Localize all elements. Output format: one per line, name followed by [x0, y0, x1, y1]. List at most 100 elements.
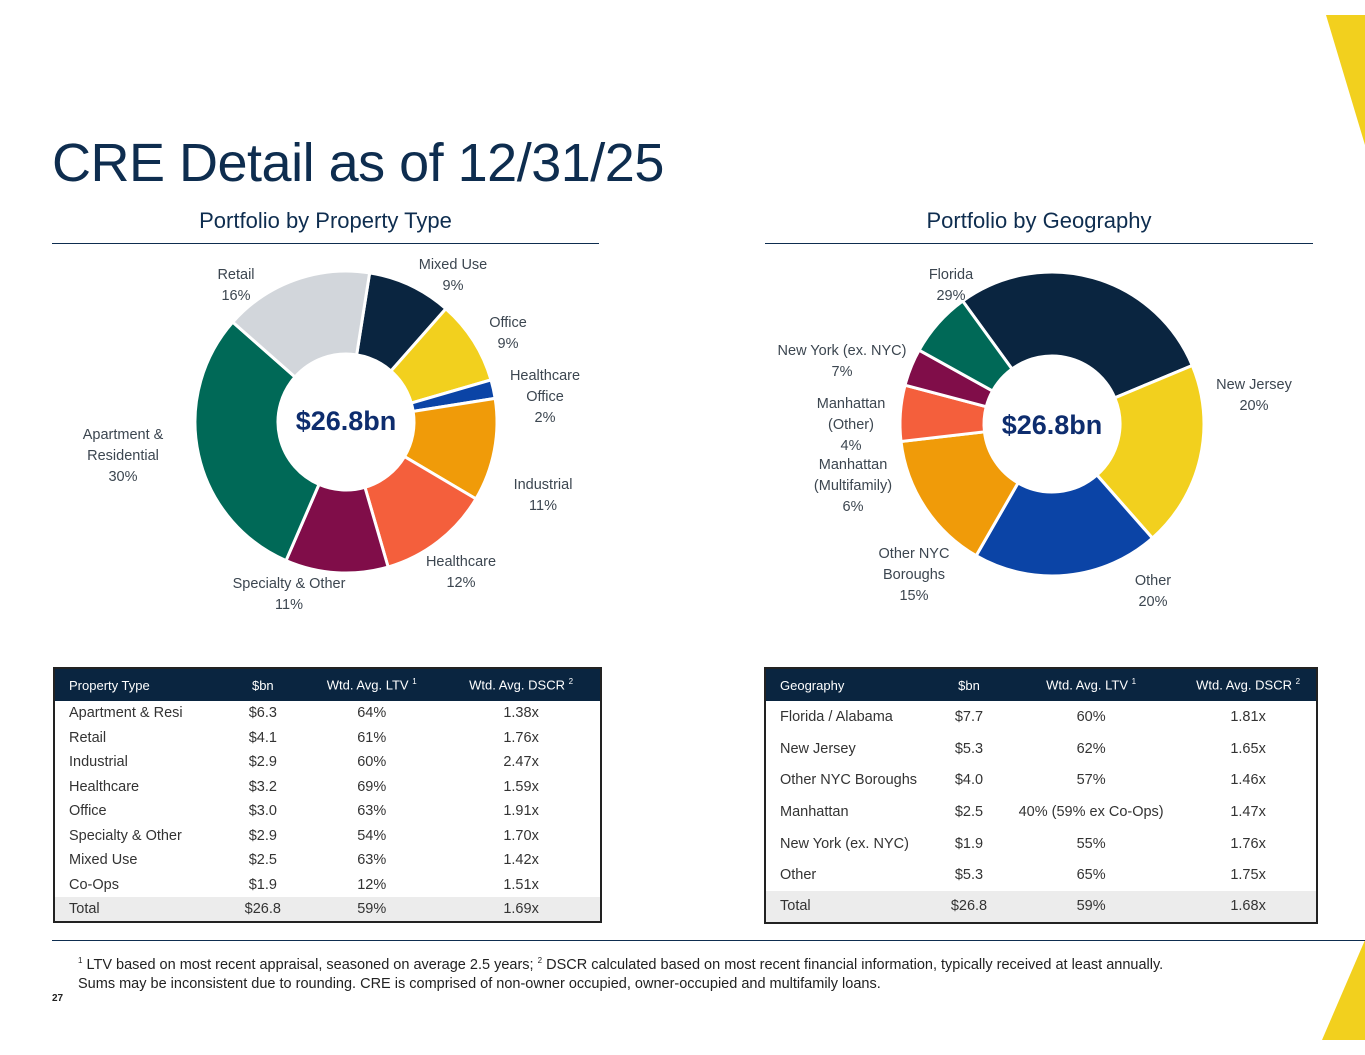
property_table-cell: 54%: [357, 827, 387, 844]
geo_table-cell: 65%: [1076, 867, 1106, 884]
geo_table-cell: $5.3: [954, 740, 984, 757]
geo_table-cell: 55%: [1076, 835, 1106, 852]
property-label-mixed-use: Mixed Use 9%: [419, 257, 488, 294]
geo_table-cell: $7.7: [954, 708, 984, 725]
table-row: Manhattan $2.5 40% (59% ex Co-Ops) 1.47x: [765, 796, 1317, 828]
property_table-cell: 64%: [357, 705, 387, 722]
table-row: Co-Ops $1.9 12% 1.51x: [54, 873, 601, 898]
property-label-retail: Retail 16%: [217, 267, 254, 304]
geo_table-cell: $5.3: [954, 867, 984, 884]
geo_table-cell: 59%: [1002, 891, 1181, 923]
geo_table-cell: 1.68x: [1180, 891, 1317, 923]
property_table-cell: 69%: [357, 778, 387, 795]
property_table-cell: 1.91x: [503, 803, 539, 820]
property_table-cell: Mixed Use: [69, 852, 138, 869]
geo_table-cell: Other NYC Boroughs: [780, 772, 918, 789]
col-header-ltv: Wtd. Avg. LTV 1: [1002, 668, 1181, 701]
property_table-cell: 61%: [357, 729, 387, 746]
col-header-dscr: Wtd. Avg. DSCR 2: [442, 668, 601, 701]
property_table-cell: Retail: [69, 729, 107, 746]
table-total-row: Total $26.8 59% 1.69x: [54, 897, 601, 922]
geo_table-cell: $1.9: [954, 835, 984, 852]
col-header-property-type: Property Type: [54, 668, 225, 701]
property-chart-rule: [52, 243, 599, 244]
property_table-cell: $26.8: [224, 897, 302, 922]
property_table-cell: 59%: [301, 897, 443, 922]
table-row: Industrial $2.9 60% 2.47x: [54, 750, 601, 775]
property_table-cell: 2.47x: [503, 754, 539, 771]
property_table-cell: 63%: [357, 852, 387, 869]
geo_table-cell: 1.47x: [1230, 803, 1266, 820]
property_table-cell: 1.76x: [503, 729, 539, 746]
table-header-row: Property Type $bn Wtd. Avg. LTV 1 Wtd. A…: [54, 668, 601, 701]
geo-label-other: Other 20%: [1135, 573, 1171, 610]
geo-chart-rule: [765, 243, 1313, 244]
table-row: New York (ex. NYC) $1.9 55% 1.76x: [765, 828, 1317, 860]
geo_table-cell: 1.65x: [1230, 740, 1266, 757]
geo_table-cell: $4.0: [954, 772, 984, 789]
property-label-healthcare: Healthcare 12%: [426, 554, 496, 591]
accent-shape-top: [1326, 15, 1365, 145]
geo-slice-other: [974, 472, 1155, 578]
property_table-cell: 1.59x: [503, 778, 539, 795]
property_table-cell: $3.0: [248, 803, 277, 820]
table-row: Healthcare $3.2 69% 1.59x: [54, 775, 601, 800]
table-row: Office $3.0 63% 1.91x: [54, 799, 601, 824]
property-chart-title: Portfolio by Property Type: [199, 208, 452, 233]
col-header-dscr: Wtd. Avg. DSCR 2: [1180, 668, 1317, 701]
table-row: Specialty & Other $2.9 54% 1.70x: [54, 824, 601, 849]
property-type-table: Property Type $bn Wtd. Avg. LTV 1 Wtd. A…: [53, 667, 602, 923]
geo_table-cell: Total: [765, 891, 936, 923]
property_table-cell: 1.51x: [503, 876, 539, 893]
geo_table-cell: 40% (59% ex Co-Ops): [1018, 803, 1164, 820]
footnote-line-1: 1 LTV based on most recent appraisal, se…: [78, 956, 1164, 973]
geo_table-cell: $2.5: [954, 803, 984, 820]
property_table-cell: 1.70x: [503, 827, 539, 844]
col-header-geography: Geography: [765, 668, 936, 701]
geo-slice-new-york-ex-nyc: [917, 298, 1015, 394]
property_table-cell: $1.9: [248, 876, 277, 893]
geo_table-cell: 60%: [1076, 708, 1106, 725]
table-row: Retail $4.1 61% 1.76x: [54, 726, 601, 751]
col-header-bn: $bn: [935, 668, 1003, 701]
footnote-line-2: Sums may be inconsistent due to rounding…: [78, 975, 881, 992]
geo-label-other-nyc-boroughs: Other NYC Boroughs 15%: [879, 546, 950, 604]
property_table-cell: $3.2: [248, 778, 277, 795]
property_table-cell: $4.1: [248, 729, 277, 746]
property-label-apartment-residential: Apartment & Residential 30%: [83, 427, 164, 485]
property_table-cell: 60%: [357, 754, 387, 771]
property-slice-apartment-residential: [193, 320, 321, 563]
geo_table-cell: New Jersey: [780, 740, 856, 757]
geo-center-label: $26.8bn: [1002, 410, 1103, 440]
geo_table-cell: 62%: [1076, 740, 1106, 757]
property-label-office: Office 9%: [489, 315, 527, 352]
property_table-cell: $2.5: [248, 852, 277, 869]
page-title: CRE Detail as of 12/31/25: [52, 133, 664, 193]
geo_table-cell: 57%: [1076, 772, 1106, 789]
geo_table-cell: Florida / Alabama: [780, 708, 893, 725]
table-row: Apartment & Resi $6.3 64% 1.38x: [54, 701, 601, 726]
property_table-cell: Specialty & Other: [69, 827, 182, 844]
geo-label-new-jersey: New Jersey 20%: [1216, 377, 1292, 414]
geo-label-new-york-ex-nyc: New York (ex. NYC) 7%: [778, 343, 907, 380]
table-total-row: Total $26.8 59% 1.68x: [765, 891, 1317, 923]
geo-slice-new-jersey: [1094, 363, 1206, 541]
property-label-healthcare-office: Healthcare Office 2%: [510, 368, 580, 426]
property_table-cell: Healthcare: [69, 778, 140, 795]
geo-label-manhattan-multifamily: Manhattan (Multifamily) 6%: [814, 457, 892, 515]
property-label-industrial: Industrial 11%: [514, 477, 573, 514]
table-row: Florida / Alabama $7.7 60% 1.81x: [765, 701, 1317, 733]
col-header-bn: $bn: [224, 668, 302, 701]
property_table-cell: Total: [54, 897, 225, 922]
geo-chart-title: Portfolio by Geography: [926, 208, 1152, 233]
geo-label-manhattan-other: Manhattan (Other) 4%: [817, 396, 886, 454]
geo_table-cell: 1.81x: [1230, 708, 1266, 725]
property_table-cell: 1.38x: [503, 705, 539, 722]
footnote: 1 LTV based on most recent appraisal, se…: [78, 951, 1163, 994]
col-header-ltv: Wtd. Avg. LTV 1: [301, 668, 443, 701]
property_table-cell: 12%: [357, 876, 387, 893]
geo_table-cell: 1.76x: [1230, 835, 1266, 852]
table-header-row: Geography $bn Wtd. Avg. LTV 1 Wtd. Avg. …: [765, 668, 1317, 701]
